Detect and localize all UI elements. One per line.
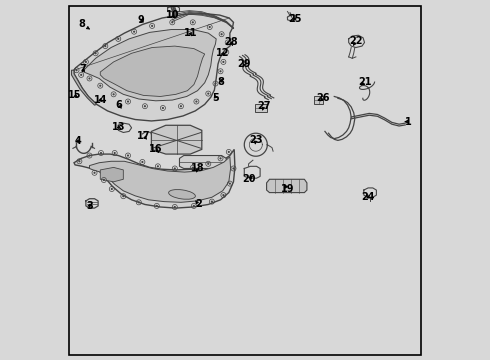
- Circle shape: [127, 100, 129, 103]
- Polygon shape: [84, 30, 216, 101]
- Polygon shape: [267, 179, 307, 193]
- Text: 3: 3: [86, 201, 93, 211]
- Circle shape: [99, 85, 101, 87]
- Text: 14: 14: [94, 95, 107, 105]
- Circle shape: [111, 188, 113, 190]
- Text: 26: 26: [317, 93, 330, 103]
- Text: 18: 18: [191, 163, 204, 174]
- Circle shape: [180, 105, 182, 107]
- Text: 8: 8: [217, 77, 224, 87]
- Circle shape: [211, 201, 213, 203]
- Circle shape: [122, 195, 124, 197]
- Text: 25: 25: [288, 14, 301, 24]
- Text: 7: 7: [79, 64, 86, 74]
- Circle shape: [103, 179, 105, 181]
- Circle shape: [156, 205, 158, 207]
- Circle shape: [174, 167, 176, 170]
- Circle shape: [127, 154, 129, 157]
- Circle shape: [162, 107, 164, 109]
- Circle shape: [220, 70, 221, 72]
- Text: 29: 29: [238, 59, 251, 69]
- Text: 12: 12: [216, 48, 229, 58]
- Circle shape: [220, 157, 221, 159]
- Text: 23: 23: [249, 135, 263, 145]
- Polygon shape: [90, 157, 231, 202]
- Circle shape: [78, 160, 80, 162]
- Circle shape: [196, 100, 197, 103]
- Circle shape: [193, 205, 195, 207]
- Polygon shape: [100, 167, 123, 182]
- Text: 27: 27: [257, 101, 270, 111]
- Polygon shape: [255, 104, 268, 112]
- Circle shape: [95, 52, 97, 54]
- Text: 10: 10: [166, 10, 179, 20]
- Text: 2: 2: [195, 199, 201, 210]
- Circle shape: [227, 41, 229, 44]
- Circle shape: [171, 21, 173, 23]
- Text: 8: 8: [79, 19, 90, 30]
- Text: 1: 1: [405, 117, 412, 127]
- Circle shape: [80, 74, 82, 76]
- Circle shape: [157, 165, 159, 167]
- Circle shape: [207, 93, 209, 95]
- Polygon shape: [151, 125, 202, 154]
- Text: 9: 9: [137, 15, 144, 25]
- Circle shape: [229, 183, 231, 185]
- Text: 20: 20: [243, 174, 256, 184]
- Text: 28: 28: [224, 37, 238, 48]
- Text: 16: 16: [149, 144, 163, 154]
- Text: 17: 17: [137, 131, 150, 141]
- Circle shape: [174, 206, 176, 208]
- Circle shape: [232, 167, 235, 170]
- Circle shape: [133, 31, 135, 33]
- Circle shape: [222, 61, 224, 63]
- Ellipse shape: [169, 190, 196, 199]
- Text: 5: 5: [212, 93, 219, 103]
- Circle shape: [215, 82, 217, 85]
- Circle shape: [220, 33, 222, 35]
- Polygon shape: [179, 156, 226, 168]
- Circle shape: [225, 51, 227, 53]
- Text: 24: 24: [361, 192, 375, 202]
- Text: 21: 21: [358, 77, 371, 87]
- Polygon shape: [74, 14, 233, 121]
- Text: 19: 19: [281, 184, 294, 194]
- Text: 13: 13: [112, 122, 125, 132]
- Text: 11: 11: [184, 28, 197, 38]
- Circle shape: [209, 26, 211, 28]
- Circle shape: [151, 25, 153, 27]
- Polygon shape: [74, 149, 235, 208]
- Circle shape: [114, 152, 116, 154]
- Circle shape: [88, 154, 91, 157]
- Circle shape: [228, 151, 230, 153]
- Circle shape: [104, 45, 106, 47]
- Circle shape: [94, 172, 96, 174]
- Circle shape: [100, 152, 102, 154]
- Circle shape: [88, 77, 91, 80]
- Text: 4: 4: [74, 136, 81, 146]
- Polygon shape: [314, 96, 323, 104]
- Circle shape: [75, 69, 77, 71]
- Polygon shape: [72, 70, 97, 105]
- Circle shape: [144, 105, 146, 107]
- Circle shape: [85, 61, 87, 63]
- Circle shape: [222, 194, 224, 196]
- Circle shape: [141, 161, 144, 163]
- Circle shape: [113, 93, 115, 95]
- Circle shape: [192, 21, 194, 23]
- Polygon shape: [100, 46, 205, 96]
- Circle shape: [117, 38, 120, 40]
- Text: 22: 22: [349, 36, 363, 46]
- Circle shape: [192, 167, 194, 169]
- Text: 6: 6: [115, 100, 122, 110]
- Circle shape: [207, 163, 209, 165]
- Circle shape: [138, 201, 140, 203]
- Text: 15: 15: [68, 90, 82, 100]
